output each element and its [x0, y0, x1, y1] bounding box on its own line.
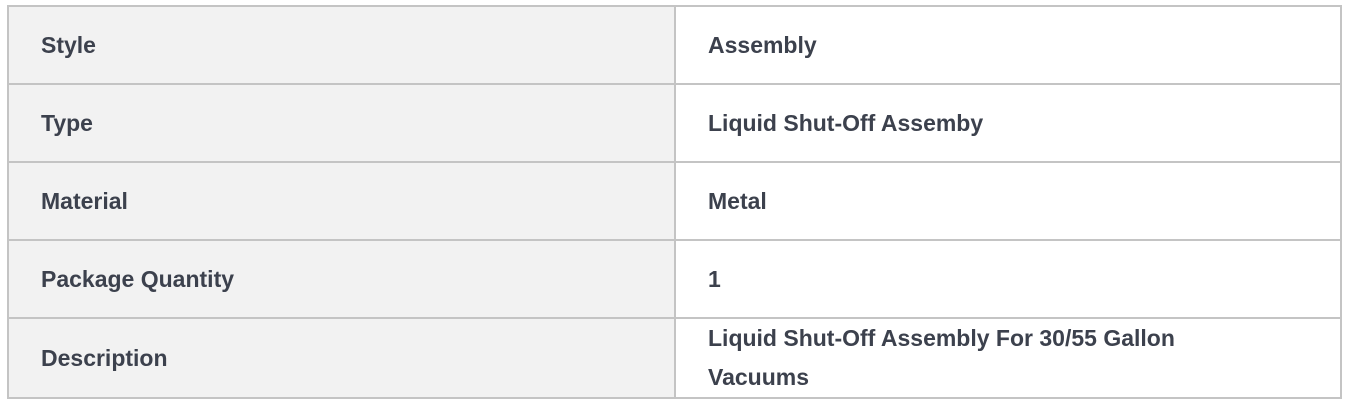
spec-label: Type	[7, 83, 676, 163]
table-row: Type Liquid Shut-Off Assemby	[7, 83, 1342, 163]
spec-label: Package Quantity	[7, 239, 676, 319]
spec-value: Metal	[674, 161, 1342, 241]
spec-table: Style Assembly Type Liquid Shut-Off Asse…	[7, 5, 1342, 399]
spec-label: Description	[7, 317, 676, 399]
table-row: Package Quantity 1	[7, 239, 1342, 319]
spec-label: Style	[7, 5, 676, 85]
spec-value-cell: Liquid Shut-Off Assembly For 30/55 Gallo…	[674, 317, 1342, 399]
table-row: Description Liquid Shut-Off Assembly For…	[7, 317, 1342, 399]
spec-value: Liquid Shut-Off Assemby	[674, 83, 1342, 163]
spec-value: Assembly	[674, 5, 1342, 85]
spec-value: Liquid Shut-Off Assembly For 30/55 Gallo…	[708, 325, 1175, 390]
table-row: Style Assembly	[7, 5, 1342, 85]
table-row: Material Metal	[7, 161, 1342, 241]
spec-label: Material	[7, 161, 676, 241]
spec-value: 1	[674, 239, 1342, 319]
